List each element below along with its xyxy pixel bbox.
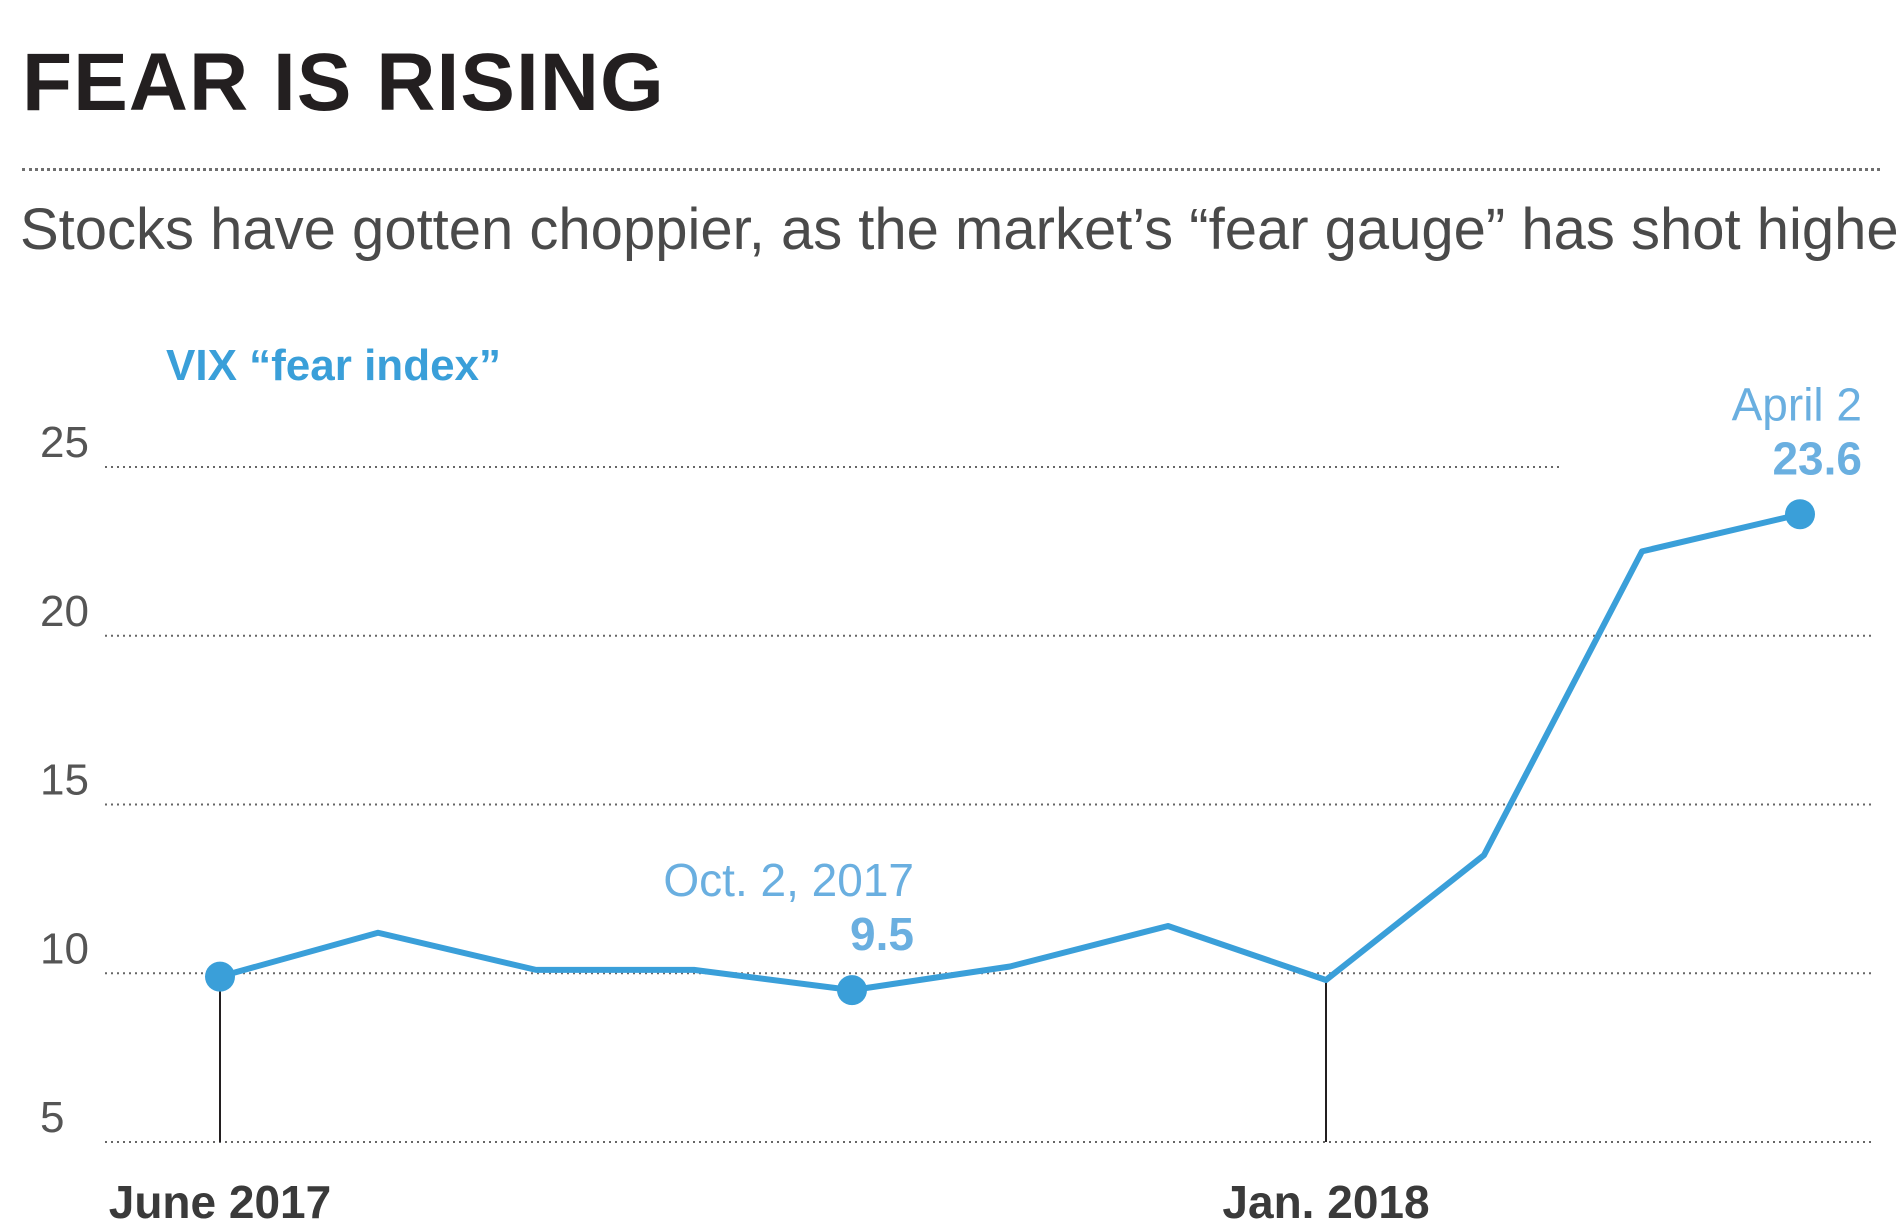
annotation-label-2018-04: April 2 (1732, 378, 1862, 430)
page-title: FEAR IS RISING (22, 37, 665, 128)
data-point-2018-04 (1785, 499, 1815, 530)
y-tick-label-15: 15 (40, 756, 89, 805)
y-tick-label-20: 20 (40, 587, 89, 636)
annotation-value-2018-04: 23.6 (1772, 432, 1862, 484)
annotation-value-2017-10: 9.5 (850, 908, 914, 960)
series-line (217, 511, 1803, 994)
series-label: VIX “fear index” (166, 341, 501, 390)
title-divider (22, 168, 1880, 171)
y-axis-ticks: 5 10 15 20 25 (40, 418, 89, 1142)
x-tick-label-2017-06: June 2017 (109, 1176, 331, 1228)
page-subtitle: Stocks have gotten choppier, as the mark… (20, 197, 1900, 262)
x-axis-ticks: June 2017 Jan. 2018 (109, 976, 1430, 1228)
x-tick-label-2018-01: Jan. 2018 (1222, 1176, 1429, 1228)
y-tick-label-25: 25 (40, 418, 89, 467)
series-points (205, 499, 1815, 1006)
gridlines (105, 466, 1872, 1143)
y-tick-label-5: 5 (40, 1093, 64, 1142)
y-tick-label-10: 10 (40, 924, 89, 973)
annotation-label-2017-10: Oct. 2, 2017 (663, 854, 914, 906)
data-point-2017-10 (837, 975, 867, 1006)
data-point-2017-06 (205, 961, 235, 992)
series-line-layer (217, 511, 1803, 994)
